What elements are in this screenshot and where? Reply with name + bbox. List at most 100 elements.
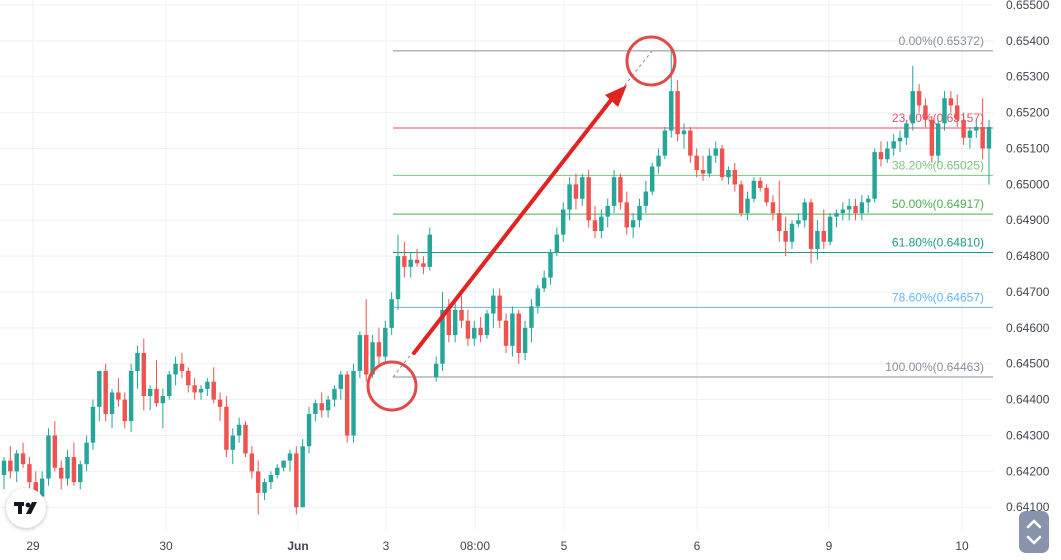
candle bbox=[827, 213, 833, 246]
candle bbox=[90, 399, 96, 450]
candle bbox=[135, 345, 140, 389]
candle bbox=[344, 370, 350, 443]
candle bbox=[71, 442, 77, 486]
candle bbox=[834, 209, 839, 228]
y-tick-label: 0.65000 bbox=[1006, 177, 1050, 191]
candle bbox=[554, 227, 560, 257]
candle bbox=[942, 91, 947, 131]
candle bbox=[859, 195, 865, 221]
candle bbox=[351, 363, 356, 443]
candle bbox=[923, 98, 928, 127]
candle bbox=[52, 421, 58, 472]
candle bbox=[249, 446, 255, 479]
y-axis: 0.65500 0.65400 0.65300 0.65200 0.65100 0.650… bbox=[1006, 0, 1050, 514]
fib-level-label: 0.00%(0.65372) bbox=[899, 34, 984, 48]
candle bbox=[192, 378, 197, 400]
candle bbox=[84, 435, 89, 472]
candle bbox=[58, 460, 64, 490]
candles bbox=[1, 50, 992, 515]
candle bbox=[167, 370, 172, 400]
candle bbox=[840, 202, 846, 221]
candle bbox=[719, 144, 725, 181]
candle bbox=[853, 198, 858, 221]
candle bbox=[313, 399, 318, 422]
grid-lines bbox=[0, 0, 993, 530]
candle bbox=[427, 227, 432, 271]
candle bbox=[630, 213, 636, 239]
swing-low-circle bbox=[366, 360, 418, 412]
candle bbox=[878, 141, 884, 167]
candle bbox=[510, 306, 515, 357]
candle bbox=[916, 83, 922, 113]
candle bbox=[408, 252, 413, 278]
candle bbox=[205, 378, 210, 397]
y-tick-label: 0.64400 bbox=[1006, 393, 1050, 407]
candle bbox=[433, 356, 439, 382]
y-tick-label: 0.64800 bbox=[1006, 249, 1050, 263]
candle bbox=[230, 428, 235, 465]
candle bbox=[758, 177, 763, 192]
candle bbox=[211, 367, 216, 404]
candle bbox=[141, 338, 147, 411]
candle bbox=[764, 184, 769, 206]
candle bbox=[605, 198, 610, 228]
candle bbox=[789, 220, 795, 249]
trend-arrow bbox=[412, 85, 627, 355]
scroll-to-latest-button[interactable] bbox=[1019, 511, 1049, 553]
x-tick-label: 29 bbox=[26, 539, 40, 553]
y-tick-label: 0.65200 bbox=[1006, 106, 1050, 120]
candle bbox=[503, 313, 509, 353]
candle bbox=[967, 126, 973, 149]
candle bbox=[618, 173, 623, 210]
candle bbox=[243, 421, 248, 458]
x-tick-label: 3 bbox=[383, 539, 390, 553]
candle bbox=[694, 148, 699, 178]
candle bbox=[808, 198, 814, 264]
candle bbox=[128, 363, 134, 432]
candle bbox=[294, 446, 299, 515]
candle bbox=[548, 248, 553, 285]
candle bbox=[726, 166, 731, 185]
candle bbox=[770, 195, 776, 221]
candle bbox=[624, 191, 629, 235]
y-tick-label: 0.65300 bbox=[1006, 70, 1050, 84]
candle bbox=[1, 457, 7, 490]
candle bbox=[662, 126, 668, 160]
candle bbox=[910, 65, 915, 131]
candle bbox=[421, 256, 426, 275]
annotations bbox=[366, 35, 677, 412]
candle bbox=[452, 302, 458, 343]
candle bbox=[516, 309, 521, 364]
x-tick-label: 10 bbox=[955, 539, 969, 553]
candle bbox=[484, 309, 490, 339]
candle bbox=[573, 173, 579, 210]
fib-level-label: 50.00%(0.64917) bbox=[892, 197, 984, 211]
candle bbox=[675, 80, 680, 142]
candle bbox=[929, 116, 935, 163]
candle bbox=[338, 370, 344, 400]
candle bbox=[669, 50, 674, 138]
candle bbox=[866, 195, 871, 214]
x-axis: 29 30 Jun 3 08:00 5 6 9 10 bbox=[26, 539, 969, 553]
candle bbox=[478, 317, 483, 343]
swing-high-circle bbox=[625, 35, 677, 87]
candle bbox=[637, 198, 642, 228]
candle bbox=[306, 406, 312, 454]
candle bbox=[955, 94, 960, 127]
x-tick-label: 30 bbox=[159, 539, 173, 553]
y-tick-label: 0.64600 bbox=[1006, 321, 1050, 335]
candle bbox=[535, 284, 541, 314]
candle bbox=[116, 378, 121, 407]
candle bbox=[815, 220, 820, 260]
candle bbox=[707, 148, 712, 178]
candle bbox=[109, 388, 115, 429]
candle bbox=[78, 460, 83, 490]
y-tick-label: 0.64500 bbox=[1006, 357, 1050, 371]
x-tick-label: 9 bbox=[826, 539, 833, 553]
candle bbox=[586, 170, 591, 228]
fibonacci-levels: 0.00%(0.65372)23.60%(0.65157)38.20%(0.65… bbox=[393, 34, 993, 378]
candle bbox=[986, 119, 992, 185]
candle bbox=[846, 198, 852, 221]
candle bbox=[472, 320, 477, 346]
x-tick-label: 5 bbox=[561, 539, 568, 553]
